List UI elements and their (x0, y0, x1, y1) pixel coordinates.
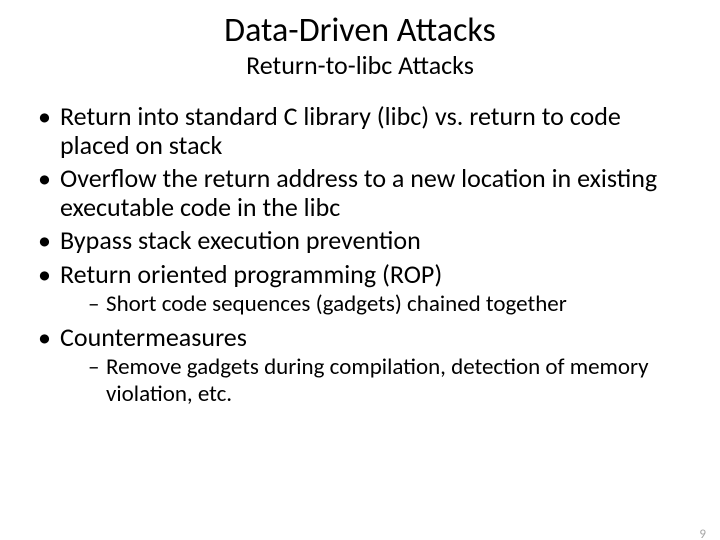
list-item-text: Return oriented programming (ROP) (60, 258, 442, 290)
list-item: Countermeasures Remove gadgets during co… (38, 323, 690, 407)
list-item: Short code sequences (gadgets) chained t… (88, 291, 690, 317)
list-item: Bypass stack execution prevention (38, 226, 690, 255)
list-item: Return into standard C library (libc) vs… (38, 102, 690, 160)
list-item: Overflow the return address to a new loc… (38, 164, 690, 222)
list-item: Remove gadgets during compilation, detec… (88, 354, 690, 407)
sub-bullet-list: Short code sequences (gadgets) chained t… (60, 291, 690, 317)
list-item-text: Countermeasures (60, 321, 247, 353)
slide-body: Return into standard C library (libc) vs… (0, 102, 720, 407)
slide-subtitle: Return-to-libc Attacks (0, 51, 720, 80)
list-item: Return oriented programming (ROP) Short … (38, 260, 690, 318)
slide-title: Data-Driven Attacks (0, 12, 720, 49)
slide: Data-Driven Attacks Return-to-libc Attac… (0, 12, 720, 540)
sub-bullet-list: Remove gadgets during compilation, detec… (60, 354, 690, 407)
bullet-list: Return into standard C library (libc) vs… (38, 102, 690, 407)
page-number: 9 (699, 527, 706, 540)
